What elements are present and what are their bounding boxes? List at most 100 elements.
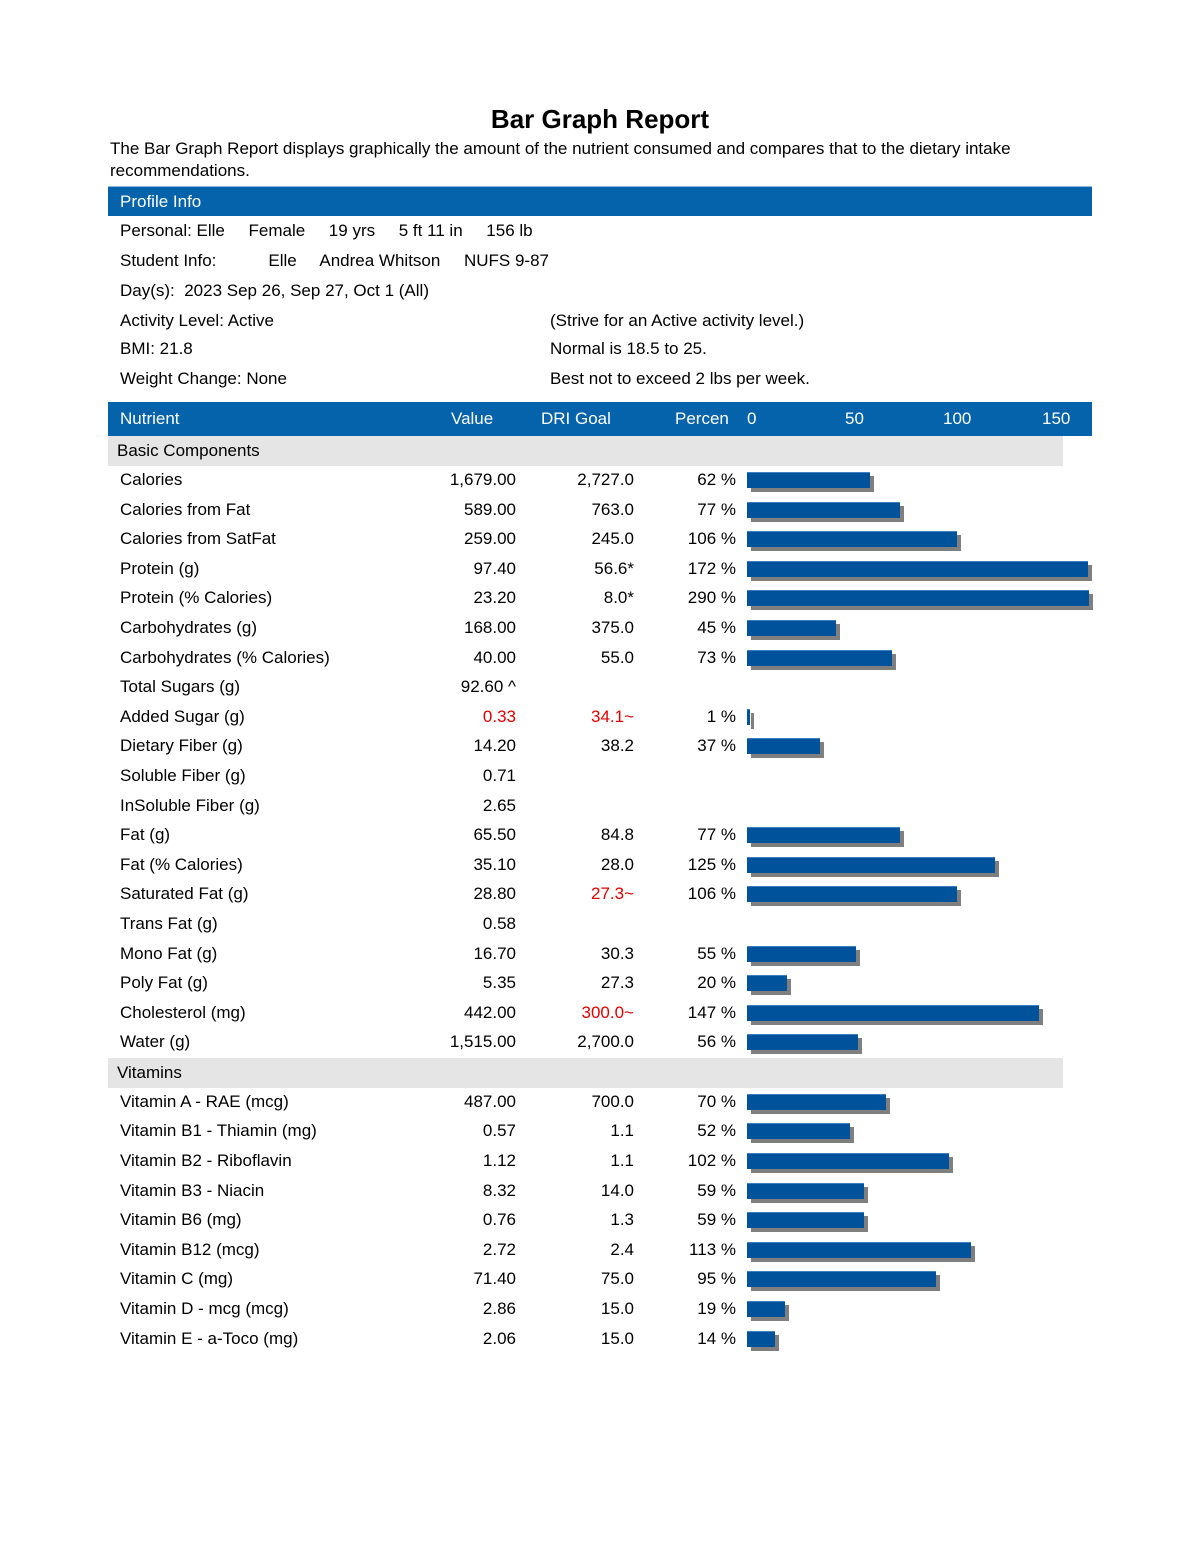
table-row: Vitamin B1 - Thiamin (mg) 0.57 1.1 52 % — [108, 1117, 1092, 1147]
nutrient-name: Fat (% Calories) — [120, 854, 243, 874]
table-row: Cholesterol (mg) 442.00 300.0~ 147 % — [108, 999, 1092, 1029]
activity-note: (Strive for an Active activity level.) — [550, 311, 805, 330]
table-row: Vitamin C (mg) 71.40 75.0 95 % — [108, 1265, 1092, 1295]
percent-of-goal: 56 % — [697, 1032, 736, 1052]
axis-tick-100: 100 — [943, 409, 972, 428]
nutrient-value: 16.70 — [473, 943, 516, 963]
dri-goal: 55.0 — [600, 647, 634, 667]
nutrient-value: 259.00 — [464, 529, 516, 549]
table-row: InSoluble Fiber (g) 2.65 — [108, 792, 1092, 822]
table-row: Dietary Fiber (g) 14.20 38.2 37 % — [108, 732, 1092, 762]
dri-goal: 30.3 — [600, 943, 634, 963]
percent-of-goal: 125 % — [687, 854, 736, 874]
percent-bar — [747, 1212, 865, 1229]
table-row: Added Sugar (g) 0.33 34.1~ 1 % — [108, 703, 1092, 733]
percent-of-goal: 77 % — [697, 825, 736, 845]
weight-change: Weight Change: None — [120, 369, 287, 388]
percent-of-goal: 106 % — [687, 884, 736, 904]
nutrient-value: 2.06 — [482, 1328, 516, 1348]
percent-of-goal: 172 % — [687, 558, 736, 578]
nutrient-value: 2.65 — [482, 795, 516, 815]
dri-goal: 28.0 — [600, 854, 634, 874]
nutrient-value: 8.32 — [482, 1180, 516, 1200]
percent-of-goal: 55 % — [697, 943, 736, 963]
dri-goal: 27.3 — [600, 973, 634, 993]
nutrient-value: 1,515.00 — [449, 1032, 516, 1052]
nutrient-value: 168.00 — [464, 617, 516, 637]
table-row: Mono Fat (g) 16.70 30.3 55 % — [108, 940, 1092, 970]
nutrient-value: 442.00 — [464, 1002, 516, 1022]
nutrient-name: Fat (g) — [120, 825, 171, 845]
weight-note: Best not to exceed 2 lbs per week. — [550, 369, 810, 388]
dri-goal: 300.0~ — [581, 1002, 634, 1022]
percent-bar — [747, 708, 750, 725]
activity-level: Activity Level: Active — [120, 311, 275, 330]
nutrient-name: Saturated Fat (g) — [120, 884, 249, 904]
nutrient-name: Protein (% Calories) — [120, 588, 273, 608]
percent-bar — [747, 1241, 972, 1258]
table-row: Vitamin E - a-Toco (mg) 2.06 15.0 14 % — [108, 1325, 1092, 1355]
nutrient-value: 97.40 — [473, 558, 516, 578]
percent-of-goal: 73 % — [697, 647, 736, 667]
personal-info: Personal: Elle Female 19 yrs 5 ft 11 in … — [120, 221, 533, 240]
nutrient-name: Soluble Fiber (g) — [120, 765, 246, 785]
percent-of-goal: 77 % — [697, 499, 736, 519]
nutrient-name: Vitamin E - a-Toco (mg) — [120, 1328, 299, 1348]
nutrient-name: Vitamin B6 (mg) — [120, 1210, 242, 1230]
percent-bar — [747, 975, 787, 992]
percent-bar — [747, 827, 900, 844]
nutrient-value: 23.20 — [473, 588, 516, 608]
nutrient-name: Calories from Fat — [120, 499, 251, 519]
table-row: Trans Fat (g) 0.58 — [108, 910, 1092, 940]
dri-goal: 375.0 — [591, 617, 634, 637]
table-row: Calories from SatFat 259.00 245.0 106 % — [108, 525, 1092, 555]
nutrient-value: 2.86 — [482, 1299, 516, 1319]
nutrient-name: Vitamin B3 - Niacin — [120, 1180, 265, 1200]
nutrient-value: 5.35 — [482, 973, 516, 993]
dri-goal: 56.6* — [594, 558, 634, 578]
percent-bar — [747, 531, 958, 548]
percent-of-goal: 102 % — [687, 1151, 736, 1171]
table-row: Calories from Fat 589.00 763.0 77 % — [108, 496, 1092, 526]
nutrient-name: Poly Fat (g) — [120, 973, 208, 993]
column-value: Value — [451, 409, 494, 428]
nutrient-name: Calories from SatFat — [120, 529, 276, 549]
nutrient-name: Vitamin A - RAE (mcg) — [120, 1091, 289, 1111]
table-row: Vitamin B12 (mcg) 2.72 2.4 113 % — [108, 1236, 1092, 1266]
table-row: Saturated Fat (g) 28.80 27.3~ 106 % — [108, 880, 1092, 910]
nutrient-value: 65.50 — [473, 825, 516, 845]
table-row: Fat (g) 65.50 84.8 77 % — [108, 821, 1092, 851]
percent-bar — [747, 856, 996, 873]
nutrient-name: Carbohydrates (% Calories) — [120, 647, 330, 667]
nutrient-name: Vitamin B1 - Thiamin (mg) — [120, 1121, 317, 1141]
profile-info-header: Profile Info — [108, 186, 1092, 216]
nutrient-value: 0.71 — [482, 765, 516, 785]
nutrient-name: Trans Fat (g) — [120, 913, 218, 933]
nutrient-table: Basic Components Calories 1,679.00 2,727.0 6… — [108, 436, 1092, 1354]
dri-goal: 2,700.0 — [577, 1032, 634, 1052]
dri-goal: 84.8 — [600, 825, 634, 845]
table-row: Vitamin B6 (mg) 0.76 1.3 59 % — [108, 1206, 1092, 1236]
dri-goal: 2,727.0 — [577, 470, 634, 489]
percent-of-goal: 95 % — [697, 1269, 736, 1289]
percent-bar — [747, 1034, 859, 1051]
bmi-note: Normal is 18.5 to 25. — [550, 339, 707, 358]
table-row: Vitamin D - mcg (mcg) 2.86 15.0 19 % — [108, 1295, 1092, 1325]
dri-goal: 8.0* — [603, 588, 634, 608]
table-row: Water (g) 1,515.00 2,700.0 56 % — [108, 1028, 1092, 1058]
percent-bar — [747, 886, 958, 903]
percent-of-goal: 62 % — [697, 470, 736, 489]
dri-goal: 34.1~ — [590, 706, 634, 726]
table-row: Vitamin B2 - Riboflavin 1.12 1.1 102 % — [108, 1147, 1092, 1177]
nutrient-name: Vitamin B12 (mcg) — [120, 1239, 260, 1259]
nutrient-value: 1,679.00 — [449, 470, 516, 489]
percent-of-goal: 52 % — [697, 1121, 736, 1141]
table-row: Protein (% Calories) 23.20 8.0* 290 % — [108, 584, 1092, 614]
dri-goal: 763.0 — [591, 499, 634, 519]
table-row: Carbohydrates (% Calories) 40.00 55.0 73 % — [108, 644, 1092, 674]
percent-bar — [747, 1301, 785, 1318]
percent-bar — [747, 501, 900, 518]
percent-of-goal: 20 % — [697, 973, 736, 993]
report-page: Bar Graph Report The Bar Graph Report di… — [108, 100, 1092, 1354]
percent-of-goal: 37 % — [697, 736, 736, 756]
